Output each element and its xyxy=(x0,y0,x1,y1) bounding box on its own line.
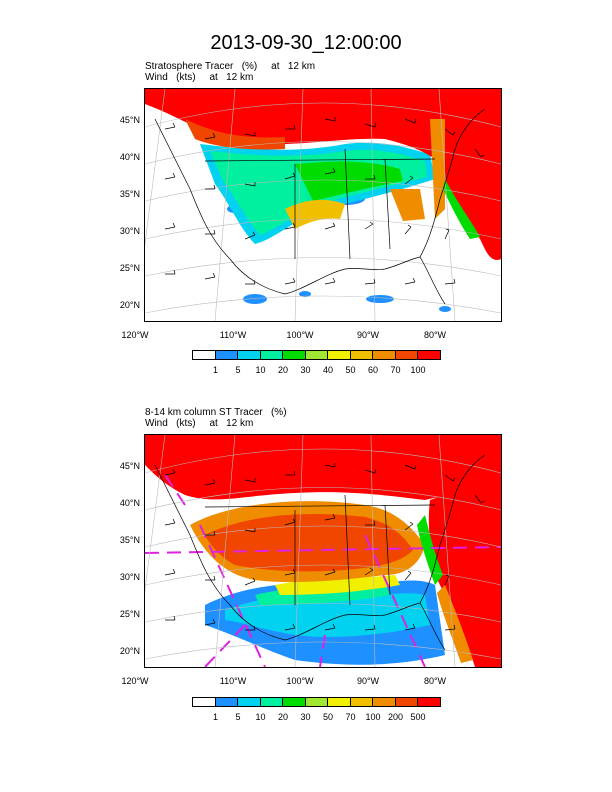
panel-1-colorbar xyxy=(192,350,441,360)
colorbar-swatch xyxy=(327,350,351,360)
colorbar-swatch xyxy=(282,697,306,707)
colorbar-swatch xyxy=(349,697,373,707)
panel-1-title: Stratosphere Tracer (%) at 12 km xyxy=(145,61,316,72)
panel-1-map-graphic xyxy=(145,89,501,321)
colorbar-swatch xyxy=(394,697,418,707)
panel-2-title: 8-14 km column ST Tracer (%) xyxy=(145,407,287,418)
panel-1-map xyxy=(144,88,502,322)
colorbar-swatch xyxy=(304,697,328,707)
panel-2-lat-label: 40°N xyxy=(119,498,140,508)
panel-1-lat-label: 40°N xyxy=(119,152,140,162)
colorbar-label: 20 xyxy=(277,712,288,722)
colorbar-swatch xyxy=(259,350,283,360)
panel-1-lon-label: 90°W xyxy=(356,330,380,340)
panel-1-lon-label: 120°W xyxy=(121,330,149,340)
colorbar-label: 10 xyxy=(255,365,266,375)
panel-1-lat-label: 25°N xyxy=(119,263,140,273)
panel-1-lat-label: 35°N xyxy=(119,189,140,199)
panel-2-subtitle: Wind (kts) at 12 km xyxy=(145,418,254,429)
colorbar-swatch xyxy=(282,350,306,360)
colorbar-swatch xyxy=(237,350,261,360)
colorbar-label: 10 xyxy=(255,712,266,722)
colorbar-swatch xyxy=(372,350,396,360)
colorbar-swatch xyxy=(372,697,396,707)
colorbar-swatch xyxy=(192,350,216,360)
colorbar-label: 500 xyxy=(410,712,426,722)
colorbar-swatch xyxy=(417,350,441,360)
panel-1-lat-label: 20°N xyxy=(119,300,140,310)
panel-2-map-graphic xyxy=(145,435,501,667)
panel-1-lon-label: 100°W xyxy=(286,330,314,340)
colorbar-label: 5 xyxy=(235,712,241,722)
panel-2-lon-label: 120°W xyxy=(121,676,149,686)
colorbar-swatch xyxy=(214,350,238,360)
panel-2-lat-label: 20°N xyxy=(119,646,140,656)
colorbar-swatch xyxy=(259,697,283,707)
colorbar-label: 100 xyxy=(365,712,381,722)
colorbar-swatch xyxy=(237,697,261,707)
panel-2-lat-label: 25°N xyxy=(119,609,140,619)
colorbar-swatch xyxy=(192,697,216,707)
colorbar-swatch xyxy=(327,697,351,707)
colorbar-label: 40 xyxy=(322,365,333,375)
colorbar-label: 70 xyxy=(390,365,401,375)
panel-2-lat-label: 45°N xyxy=(119,461,140,471)
colorbar-label: 70 xyxy=(345,712,356,722)
colorbar-label: 1 xyxy=(212,365,218,375)
panel-1-lat-label: 45°N xyxy=(119,115,140,125)
panel-1-lon-label: 110°W xyxy=(219,330,247,340)
colorbar-swatch xyxy=(214,697,238,707)
panel-1-subtitle: Wind (kts) at 12 km xyxy=(145,72,254,83)
colorbar-label: 30 xyxy=(300,365,311,375)
colorbar-label: 50 xyxy=(345,365,356,375)
colorbar-label: 1 xyxy=(212,712,218,722)
colorbar-swatch xyxy=(417,697,441,707)
panel-2-map xyxy=(144,434,502,668)
panel-2-lon-label: 110°W xyxy=(219,676,247,686)
panel-2-lat-label: 30°N xyxy=(119,572,140,582)
colorbar-label: 60 xyxy=(367,365,378,375)
panel-2-lon-label: 100°W xyxy=(286,676,314,686)
panel-2-lon-label: 80°W xyxy=(423,676,447,686)
colorbar-label: 200 xyxy=(387,712,404,722)
panel-1-lon-label: 80°W xyxy=(423,330,447,340)
panel-1-lat-label: 30°N xyxy=(119,226,140,236)
main-title: 2013-09-30_12:00:00 xyxy=(210,32,402,54)
colorbar-label: 20 xyxy=(277,365,288,375)
panel-2-lon-label: 90°W xyxy=(356,676,380,686)
colorbar-swatch xyxy=(394,350,418,360)
panel-2-colorbar xyxy=(192,697,441,707)
colorbar-swatch xyxy=(304,350,328,360)
colorbar-label: 50 xyxy=(322,712,333,722)
colorbar-label: 100 xyxy=(410,365,426,375)
colorbar-label: 30 xyxy=(300,712,311,722)
colorbar-swatch xyxy=(349,350,373,360)
colorbar-label: 5 xyxy=(235,365,241,375)
panel-2-lat-label: 35°N xyxy=(119,535,140,545)
